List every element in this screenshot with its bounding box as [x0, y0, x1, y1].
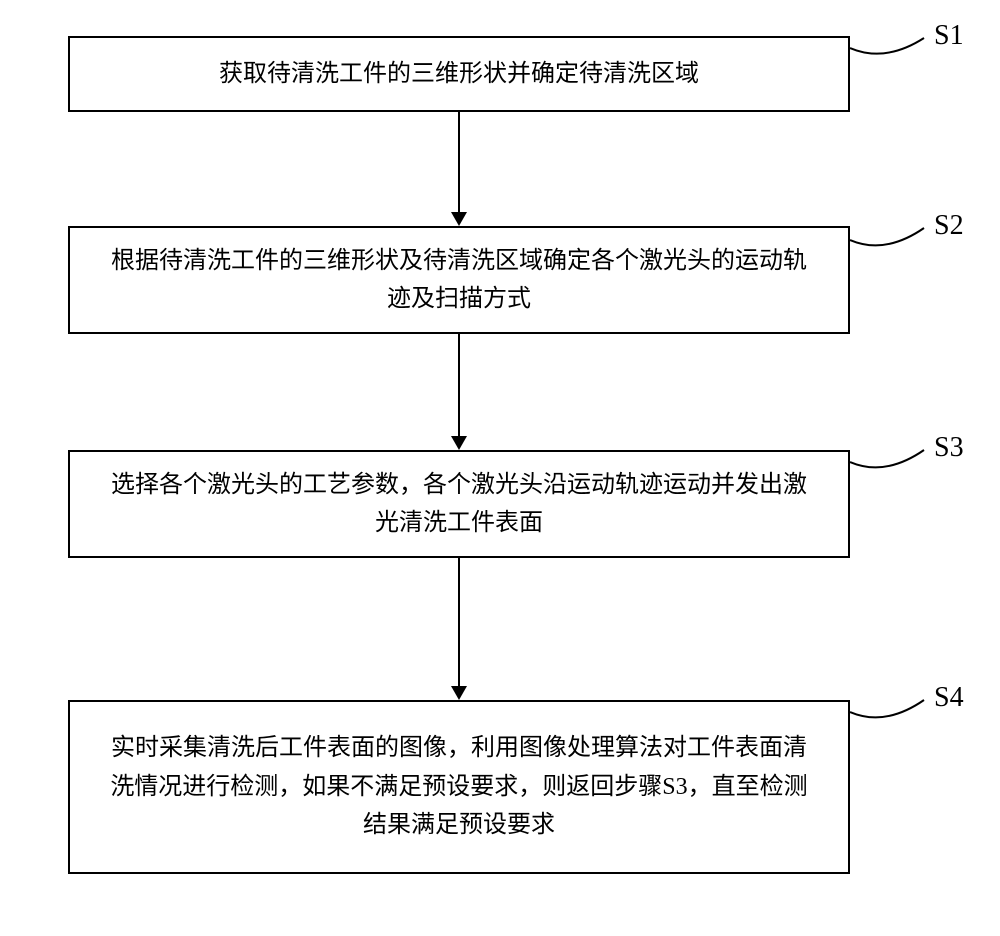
connector-s2 [850, 218, 928, 258]
step-box-s3: 选择各个激光头的工艺参数，各个激光头沿运动轨迹运动并发出激光清洗工件表面 [68, 450, 850, 558]
step-box-s2: 根据待清洗工件的三维形状及待清洗区域确定各个激光头的运动轨迹及扫描方式 [68, 226, 850, 334]
step-text-s3: 选择各个激光头的工艺参数，各个激光头沿运动轨迹运动并发出激光清洗工件表面 [100, 466, 818, 543]
flowchart-container: 获取待清洗工件的三维形状并确定待清洗区域 S1 根据待清洗工件的三维形状及待清洗… [0, 0, 1000, 936]
step-text-s2: 根据待清洗工件的三维形状及待清洗区域确定各个激光头的运动轨迹及扫描方式 [100, 242, 818, 319]
connector-s4 [850, 690, 928, 730]
step-text-s4: 实时采集清洗后工件表面的图像，利用图像处理算法对工件表面清洗情况进行检测，如果不… [100, 729, 818, 844]
arrow-line-2 [458, 334, 460, 436]
step-text-s1: 获取待清洗工件的三维形状并确定待清洗区域 [219, 55, 699, 93]
arrow-head-1 [451, 212, 467, 226]
arrow-line-1 [458, 112, 460, 212]
arrow-head-3 [451, 686, 467, 700]
step-label-s3: S3 [934, 432, 964, 464]
step-label-s2: S2 [934, 210, 964, 242]
step-box-s4: 实时采集清洗后工件表面的图像，利用图像处理算法对工件表面清洗情况进行检测，如果不… [68, 700, 850, 874]
arrow-head-2 [451, 436, 467, 450]
step-label-s4: S4 [934, 682, 964, 714]
connector-s1 [850, 28, 928, 68]
step-box-s1: 获取待清洗工件的三维形状并确定待清洗区域 [68, 36, 850, 112]
arrow-line-3 [458, 558, 460, 686]
connector-s3 [850, 440, 928, 480]
step-label-s1: S1 [934, 20, 964, 52]
